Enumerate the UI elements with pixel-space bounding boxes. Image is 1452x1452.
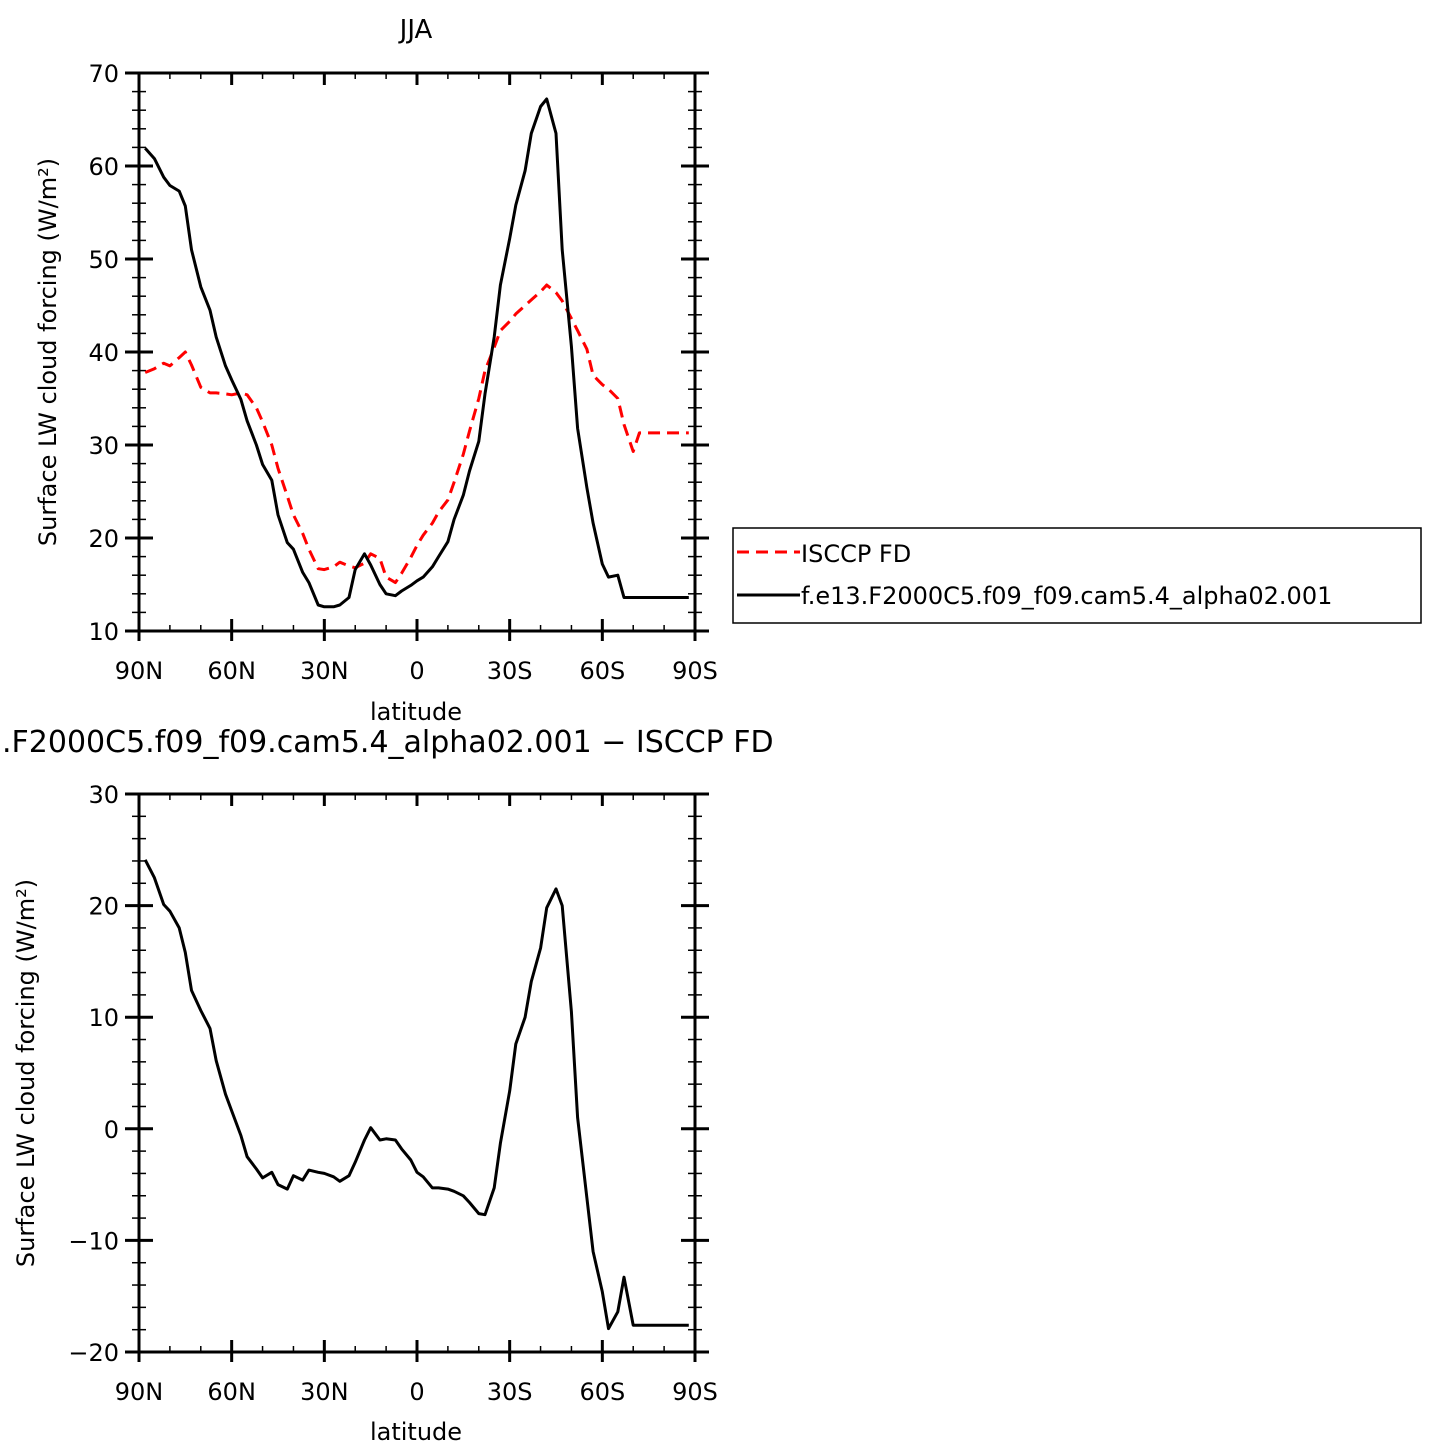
x-tick-label: 90N (115, 657, 164, 685)
y-tick-label: 70 (88, 60, 119, 88)
x-tick-label: 30N (300, 657, 349, 685)
x-tick-label: 30S (487, 657, 533, 685)
bottom-chart: .F2000C5.f09_f09.cam5.4_alpha02.001 − IS… (2, 725, 774, 1446)
y-tick-label: 20 (88, 893, 119, 921)
bottom-chart-frame (137, 792, 697, 1354)
x-tick-label: 90S (672, 1378, 718, 1406)
x-tick-label: 30S (487, 1378, 533, 1406)
bottom-chart-series (143, 859, 689, 1331)
y-tick-label: 20 (88, 525, 119, 553)
bottom-chart-ylabel: Surface LW cloud forcing (W/m²) (12, 879, 40, 1267)
series-line-0 (143, 859, 689, 1331)
bottom-chart-tick-labels: 90N 60N 30N 0 30S 60S 90S −20 −10 0 10 20 30 (68, 781, 718, 1406)
top-chart-ticks (125, 71, 709, 641)
legend-label-model: f.e13.F2000C5.f09_f09.cam5.4_alpha02.001 (801, 582, 1332, 610)
y-tick-label: 30 (88, 432, 119, 460)
x-tick-label: 0 (409, 1378, 424, 1406)
top-chart-xlabel: latitude (370, 698, 462, 726)
y-tick-label: 40 (88, 339, 119, 367)
top-chart-title: JJA (398, 15, 433, 45)
series-line-1 (144, 97, 689, 609)
bottom-chart-xlabel: latitude (370, 1418, 462, 1446)
legend-box (732, 527, 1422, 624)
y-tick-label: −10 (68, 1227, 119, 1255)
x-tick-label: 30N (300, 1378, 349, 1406)
y-tick-label: 50 (88, 246, 119, 274)
x-tick-label: 60N (207, 657, 256, 685)
y-tick-label: 30 (88, 781, 119, 809)
top-chart-tick-labels: 90N 60N 30N 0 30S 60S 90S 10 20 30 40 50 60 70 (88, 60, 717, 685)
x-tick-label: 60S (579, 1378, 625, 1406)
y-tick-label: −20 (68, 1339, 119, 1367)
x-tick-label: 90S (672, 657, 718, 685)
top-chart-ylabel: Surface LW cloud forcing (W/m²) (34, 158, 62, 546)
x-tick-label: 60N (207, 1378, 256, 1406)
y-tick-label: 10 (88, 1004, 119, 1032)
x-tick-label: 90N (115, 1378, 164, 1406)
legend: ISCCP FD f.e13.F2000C5.f09_f09.cam5.4_al… (732, 527, 1422, 624)
series-line-0 (144, 283, 689, 585)
y-tick-label: 60 (88, 153, 119, 181)
top-chart-frame (137, 71, 697, 633)
bottom-chart-title: .F2000C5.f09_f09.cam5.4_alpha02.001 − IS… (2, 725, 774, 760)
x-tick-label: 60S (579, 657, 625, 685)
y-tick-label: 10 (88, 618, 119, 646)
legend-label-isccp: ISCCP FD (801, 540, 911, 568)
top-chart-series (144, 97, 689, 609)
x-tick-label: 0 (409, 657, 424, 685)
y-tick-label: 0 (104, 1116, 119, 1144)
top-chart: JJA 90N 60N 30N 0 30S 60S 90S 10 20 30 40 50 60 70 la… (34, 15, 718, 726)
bottom-chart-ticks (125, 792, 709, 1362)
